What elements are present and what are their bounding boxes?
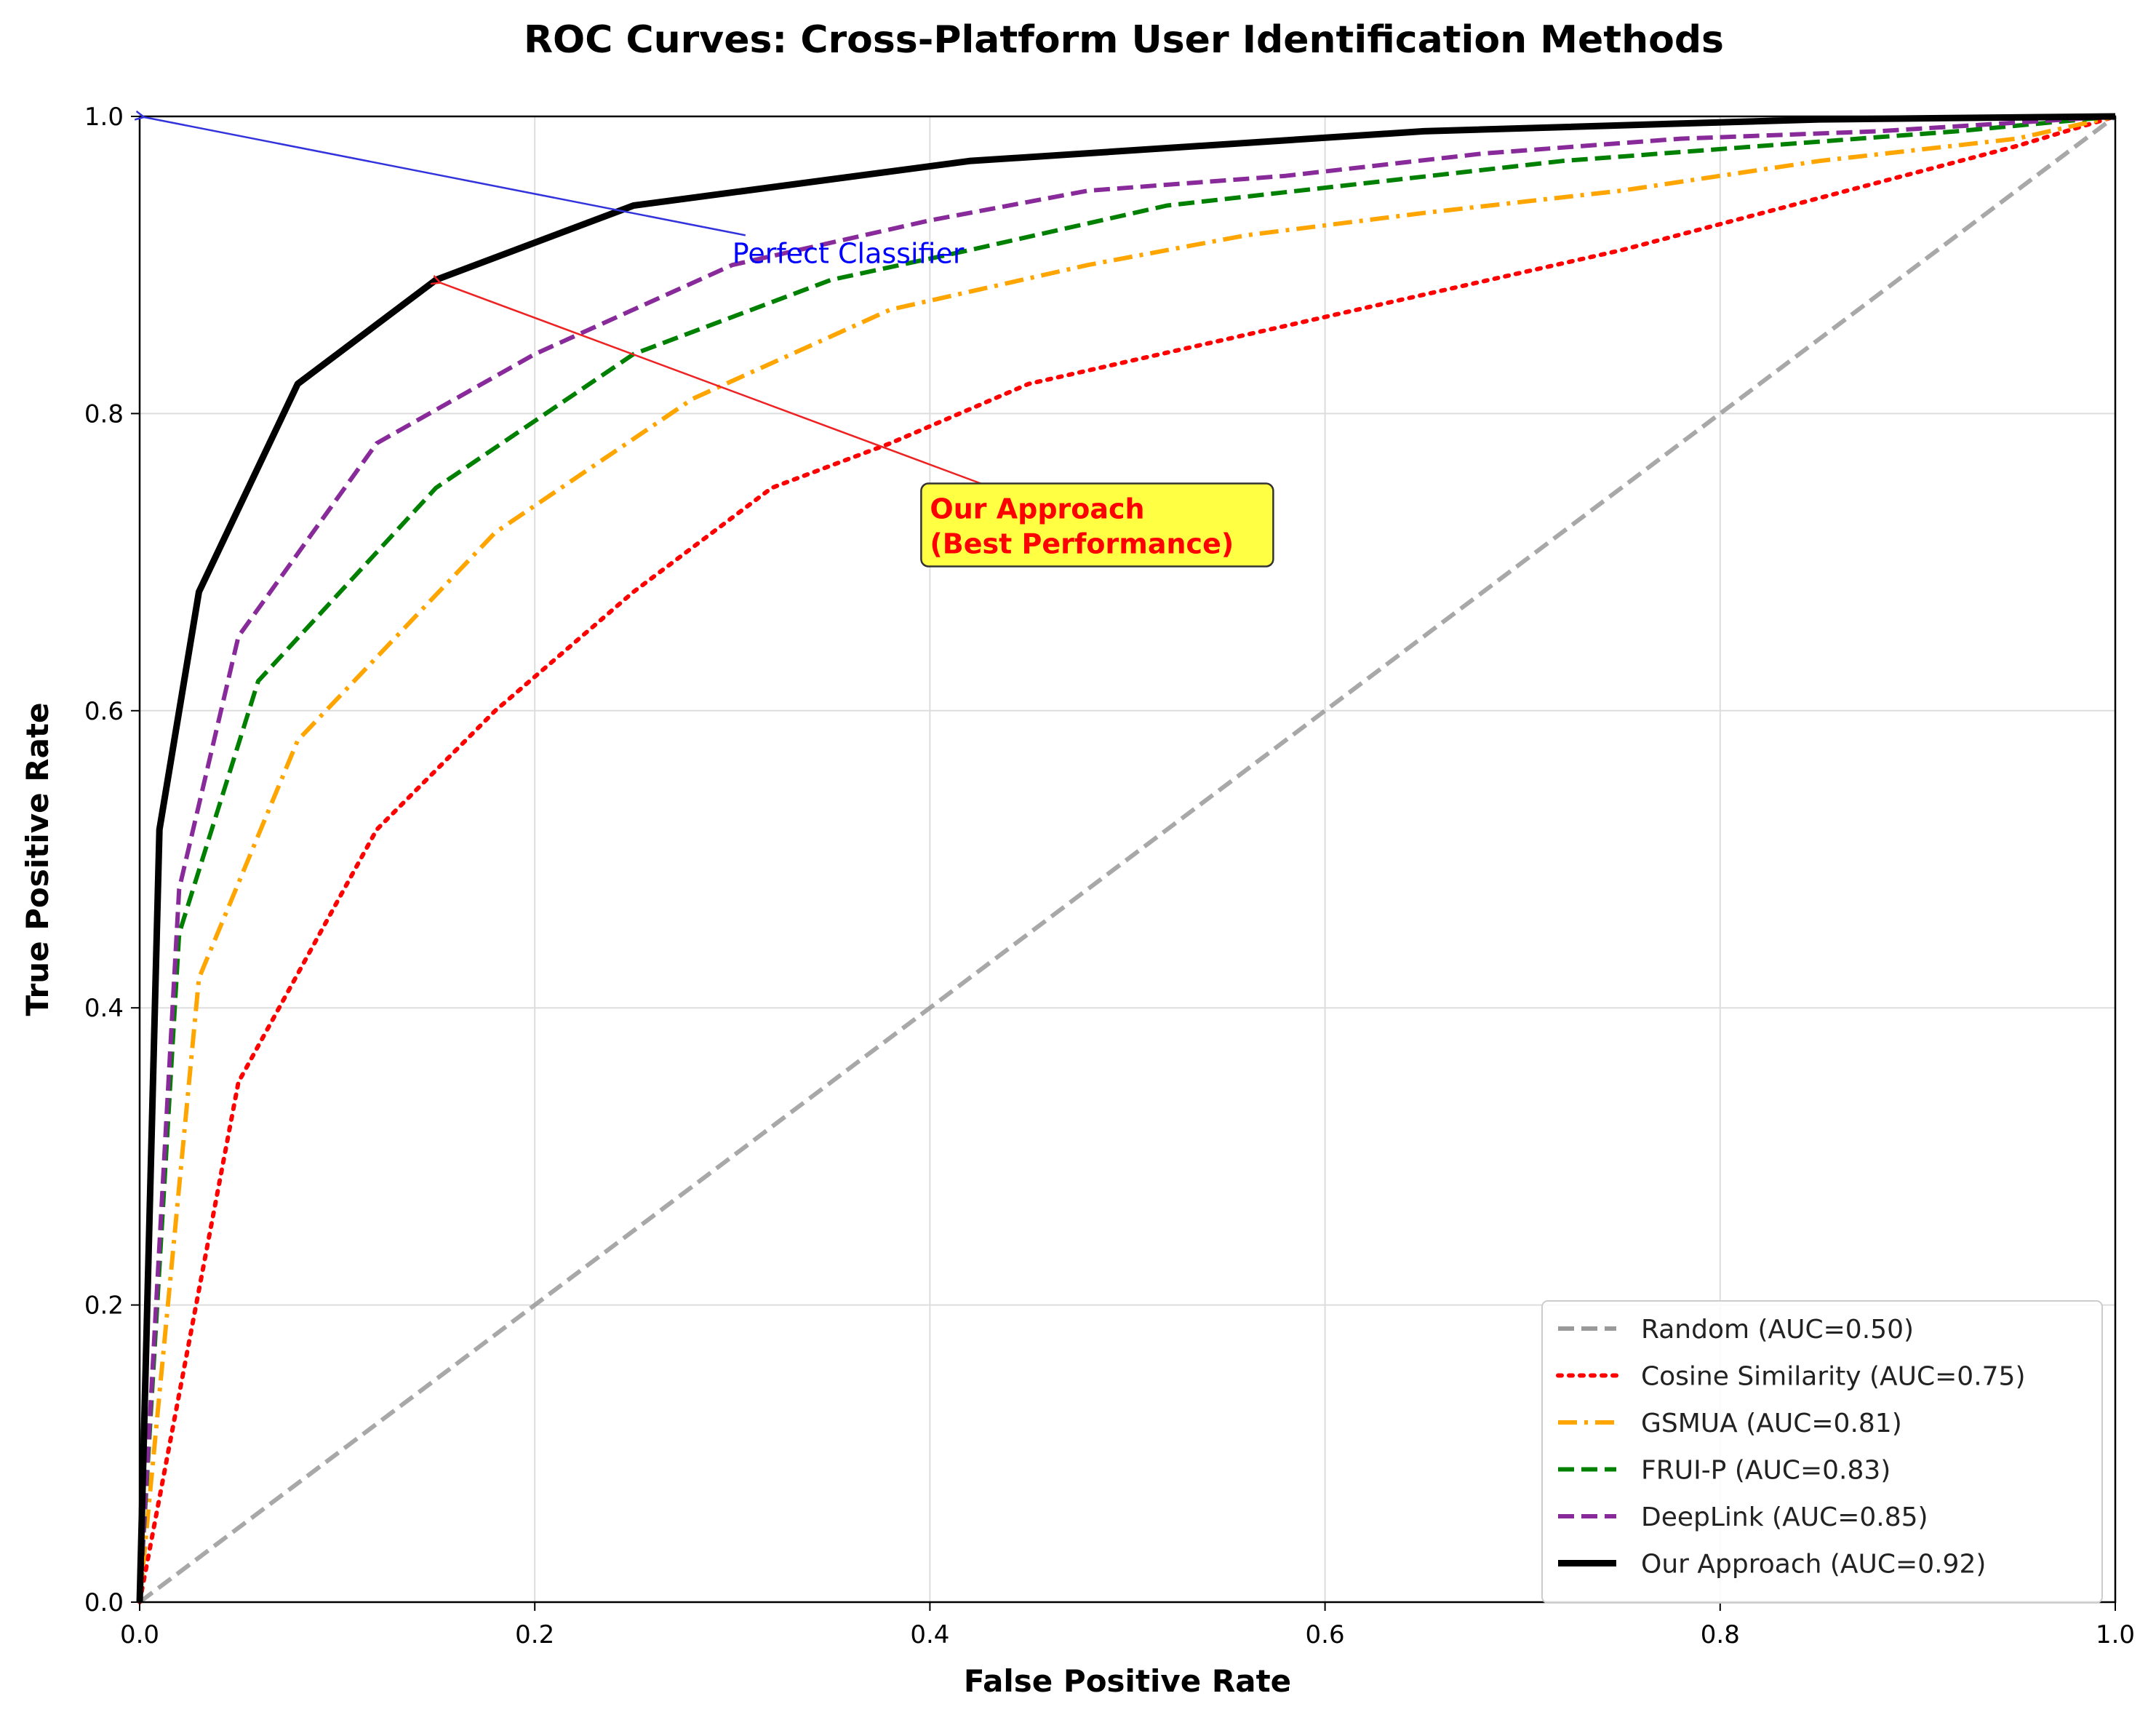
y-tick-label: 0.6 xyxy=(84,697,124,726)
our-approach-label-line: Our Approach xyxy=(930,493,1144,525)
our-approach-callout-box xyxy=(920,482,1274,568)
series-line-5 xyxy=(136,113,2116,1603)
x-axis-label: False Positive Rate xyxy=(964,1663,1291,1699)
series-layer xyxy=(136,113,2117,1604)
series-line-3 xyxy=(137,114,2116,1603)
x-tick-label: 1.0 xyxy=(2096,1620,2135,1649)
x-tick-label: 0.0 xyxy=(120,1620,159,1649)
legend-label-5: Our Approach (AUC=0.92) xyxy=(1641,1550,1986,1580)
axis-ticks: 0.0 0.2 0.4 0.6 0.8 1.0 0.0 0.2 0.4 0.6 0.8 1.0 xyxy=(84,103,2135,1649)
legend-box xyxy=(1541,1300,2103,1604)
perfect-classifier-label: Perfect Classifier xyxy=(732,237,965,269)
y-tick-label: 0.8 xyxy=(84,399,124,429)
y-tick-label: 0.0 xyxy=(84,1588,124,1617)
x-tick-label: 0.2 xyxy=(515,1620,554,1649)
y-tick-label: 1.0 xyxy=(84,103,124,132)
series-line-1 xyxy=(137,114,2117,1604)
series-line-4 xyxy=(137,114,2116,1603)
legend-label-3: FRUI-P (AUC=0.83) xyxy=(1641,1456,1891,1486)
series-line-0 xyxy=(138,114,2117,1604)
y-axis-label: True Positive Rate xyxy=(20,703,55,1016)
legend-label-4: DeepLink (AUC=0.85) xyxy=(1641,1502,1928,1532)
plot-frame xyxy=(138,115,2117,1604)
y-tick-label: 0.4 xyxy=(84,994,124,1023)
chart-title: ROC Curves: Cross-Platform User Identifi… xyxy=(524,18,1724,62)
annotations-layer: Perfect Classifier Our Approach(Best Perf… xyxy=(144,117,1274,568)
series-line-2 xyxy=(137,114,2116,1603)
our-approach-label-line: (Best Performance) xyxy=(930,528,1234,560)
our-approach-arrow xyxy=(440,283,981,485)
x-tick-label: 0.8 xyxy=(1701,1620,1740,1649)
perfect-classifier-arrow xyxy=(144,117,746,236)
x-tick-label: 0.4 xyxy=(910,1620,949,1649)
legend-label-2: GSMUA (AUC=0.81) xyxy=(1641,1409,1902,1438)
x-tick-label: 0.6 xyxy=(1306,1620,1345,1649)
legend-label-1: Cosine Similarity (AUC=0.75) xyxy=(1641,1362,2026,1392)
legend: Random (AUC=0.50) Cosine Similarity (AUC=… xyxy=(1541,1300,2103,1604)
legend-label-0: Random (AUC=0.50) xyxy=(1641,1315,1914,1345)
y-tick-label: 0.2 xyxy=(84,1291,124,1321)
